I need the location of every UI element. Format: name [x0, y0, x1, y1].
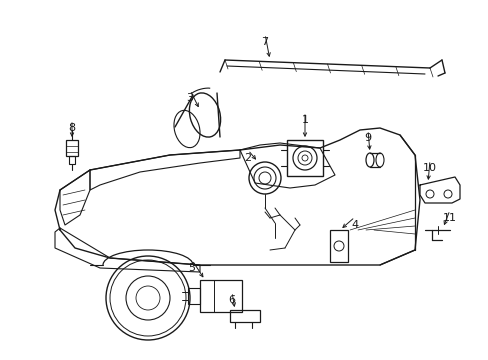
Text: 8: 8 — [68, 123, 76, 133]
Bar — [69, 156, 75, 164]
Text: 5: 5 — [188, 263, 195, 273]
Bar — [187, 288, 200, 304]
Text: 10: 10 — [422, 163, 436, 173]
Bar — [329, 230, 347, 262]
Text: 6: 6 — [228, 295, 235, 305]
Bar — [286, 140, 323, 176]
Text: 4: 4 — [351, 220, 358, 230]
Text: 1: 1 — [301, 115, 308, 125]
Bar — [66, 140, 78, 156]
Text: 7: 7 — [261, 37, 268, 47]
Text: 9: 9 — [364, 133, 371, 143]
Bar — [200, 280, 242, 312]
Text: 3: 3 — [186, 93, 193, 103]
Text: 2: 2 — [244, 153, 251, 163]
Text: 11: 11 — [442, 213, 456, 223]
Bar — [229, 310, 260, 322]
